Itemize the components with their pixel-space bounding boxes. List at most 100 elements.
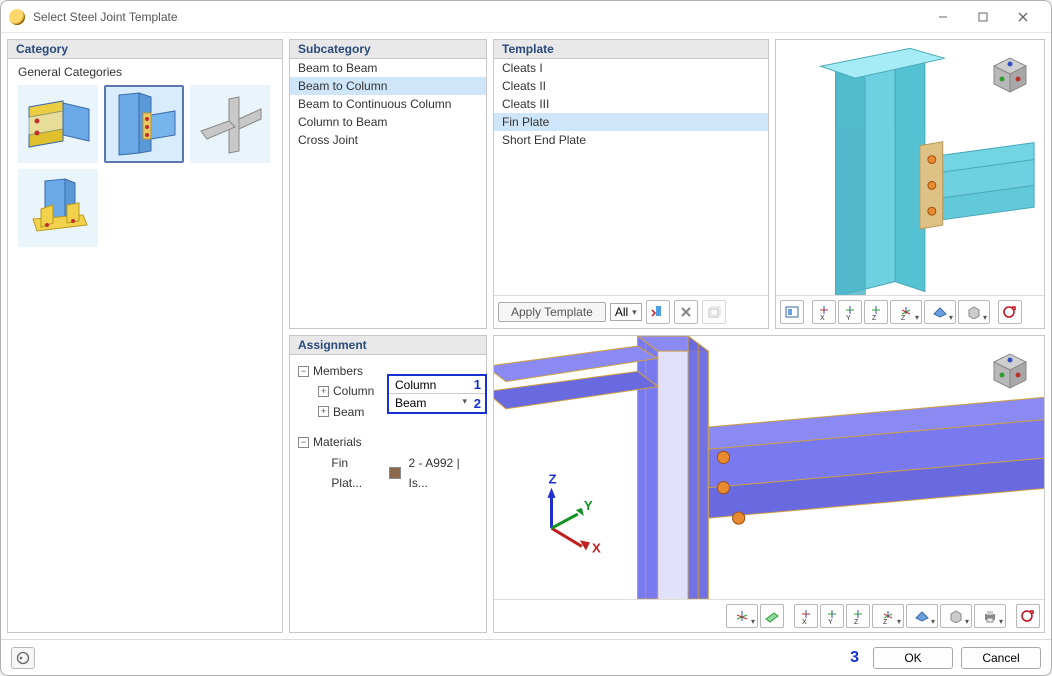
callout-number: 1 <box>474 377 481 392</box>
material-value: 2 - A992 | Is... <box>409 453 478 494</box>
display-mode-button[interactable] <box>924 300 956 324</box>
material-swatch <box>389 467 400 479</box>
materials-node[interactable]: − Materials <box>298 432 478 452</box>
ok-button[interactable]: OK <box>873 647 953 669</box>
show-plane-button[interactable] <box>760 604 784 628</box>
window-title: Select Steel Joint Template <box>33 10 178 24</box>
list-item[interactable]: Cross Joint <box>290 131 486 149</box>
svg-text:X: X <box>592 540 601 555</box>
template-filter-value: All <box>615 305 628 319</box>
preview-bottom-toolbar: X Y Z Z <box>494 599 1044 632</box>
display-mode-button[interactable] <box>906 604 938 628</box>
subcategory-list[interactable]: Beam to BeamBeam to ColumnBeam to Contin… <box>290 59 486 328</box>
list-item[interactable]: Cleats II <box>494 77 768 95</box>
view-cube-icon[interactable] <box>982 342 1038 398</box>
template-filter-select[interactable]: All ▾ <box>610 303 642 321</box>
category-thumbs <box>12 85 278 247</box>
template-list[interactable]: Cleats ICleats IICleats IIIFin PlateShor… <box>494 59 768 295</box>
preview-panel-bottom: Z X Y <box>493 335 1045 633</box>
render-mode-button[interactable] <box>940 604 972 628</box>
category-panel: Category General Categories <box>7 39 283 633</box>
assignment-value: Column <box>395 378 436 392</box>
list-item[interactable]: Beam to Beam <box>290 59 486 77</box>
beam-column-thumb[interactable] <box>104 85 184 163</box>
list-item[interactable]: Column to Beam <box>290 113 486 131</box>
svg-text:Y: Y <box>828 619 833 624</box>
expand-icon[interactable]: + <box>318 386 329 397</box>
material-label: Fin Plat... <box>331 453 379 494</box>
view-y-button[interactable]: Y <box>838 300 862 324</box>
model-preview-svg: Z X Y <box>494 336 1044 599</box>
svg-text:Z: Z <box>872 315 877 320</box>
assignment-value-row[interactable]: Column 1 <box>389 376 485 394</box>
view-x-button[interactable]: X <box>812 300 836 324</box>
preview-bottom-viewport[interactable]: Z X Y <box>494 336 1044 599</box>
assignment-header: Assignment <box>290 336 486 355</box>
list-item[interactable]: Cleats I <box>494 59 768 77</box>
close-button[interactable] <box>1003 4 1043 30</box>
right-top: Template Cleats ICleats IICleats IIIFin … <box>493 39 1045 329</box>
svg-text:X: X <box>820 315 825 320</box>
content-grid: Category General Categories Subcategory … <box>1 33 1051 639</box>
view-cube-icon[interactable] <box>982 46 1038 102</box>
template-header: Template <box>494 40 768 59</box>
template-apply-row: Apply Template All ▾ <box>494 295 768 328</box>
material-row[interactable]: Fin Plat... 2 - A992 | Is... <box>298 453 478 494</box>
beam-beam-thumb[interactable] <box>18 85 98 163</box>
member-label: Column <box>333 381 374 401</box>
svg-text:Z: Z <box>854 619 859 624</box>
callout-number: 3 <box>850 649 859 667</box>
callout-number: 2 <box>474 396 481 411</box>
list-item[interactable]: Cleats III <box>494 95 768 113</box>
view-z-button[interactable]: Z <box>846 604 870 628</box>
dialog-window: Select Steel Joint Template Category Gen… <box>0 0 1052 676</box>
new-window-button[interactable] <box>702 300 726 324</box>
clear-button[interactable] <box>674 300 698 324</box>
template-panel: Template Cleats ICleats IICleats IIIFin … <box>493 39 769 329</box>
subcategory-header: Subcategory <box>290 40 486 59</box>
cancel-button[interactable]: Cancel <box>961 647 1041 669</box>
svg-text:Z: Z <box>883 619 888 624</box>
list-item[interactable]: Beam to Column <box>290 77 486 95</box>
apply-template-button[interactable]: Apply Template <box>498 302 606 322</box>
preview-top-viewport[interactable] <box>776 40 1044 295</box>
preview-top-toolbar: X Y Z Z <box>776 295 1044 328</box>
pick-in-view-button[interactable] <box>646 300 670 324</box>
view-z-button[interactable]: Z <box>864 300 888 324</box>
collapse-icon[interactable]: − <box>298 366 309 377</box>
maximize-button[interactable] <box>963 4 1003 30</box>
print-button[interactable] <box>974 604 1006 628</box>
view-iso-button[interactable]: Z <box>872 604 904 628</box>
axis-origin-button[interactable] <box>726 604 758 628</box>
show-original-button[interactable] <box>780 300 804 324</box>
list-item[interactable]: Short End Plate <box>494 131 768 149</box>
render-mode-button[interactable] <box>958 300 990 324</box>
collapse-icon[interactable]: − <box>298 437 309 448</box>
category-group-label: General Categories <box>12 63 278 85</box>
assignment-value-row[interactable]: Beam 2 ▾ <box>389 394 485 412</box>
svg-text:Z: Z <box>901 315 906 320</box>
assignment-value-editor[interactable]: Column 1 Beam 2 ▾ <box>387 374 487 414</box>
help-button[interactable] <box>11 647 35 669</box>
materials-label: Materials <box>313 432 362 452</box>
titlebar: Select Steel Joint Template <box>1 1 1051 33</box>
reset-view-button[interactable] <box>1016 604 1040 628</box>
diagonal-thumb[interactable] <box>190 85 270 163</box>
list-item[interactable]: Fin Plate <box>494 113 768 131</box>
reset-view-button[interactable] <box>998 300 1022 324</box>
column-base-thumb[interactable] <box>18 169 98 247</box>
app-icon <box>9 9 25 25</box>
svg-text:Y: Y <box>846 315 851 320</box>
view-iso-button[interactable]: Z <box>890 300 922 324</box>
minimize-button[interactable] <box>923 4 963 30</box>
view-x-button[interactable]: X <box>794 604 818 628</box>
list-item[interactable]: Beam to Continuous Column <box>290 95 486 113</box>
preview-panel-top: X Y Z Z <box>775 39 1045 329</box>
member-label: Beam <box>333 402 364 422</box>
view-y-button[interactable]: Y <box>820 604 844 628</box>
chevron-down-icon: ▾ <box>462 396 467 407</box>
members-label: Members <box>313 361 363 381</box>
subcategory-panel: Subcategory Beam to BeamBeam to ColumnBe… <box>289 39 487 329</box>
expand-icon[interactable]: + <box>318 406 329 417</box>
category-header: Category <box>8 40 282 59</box>
